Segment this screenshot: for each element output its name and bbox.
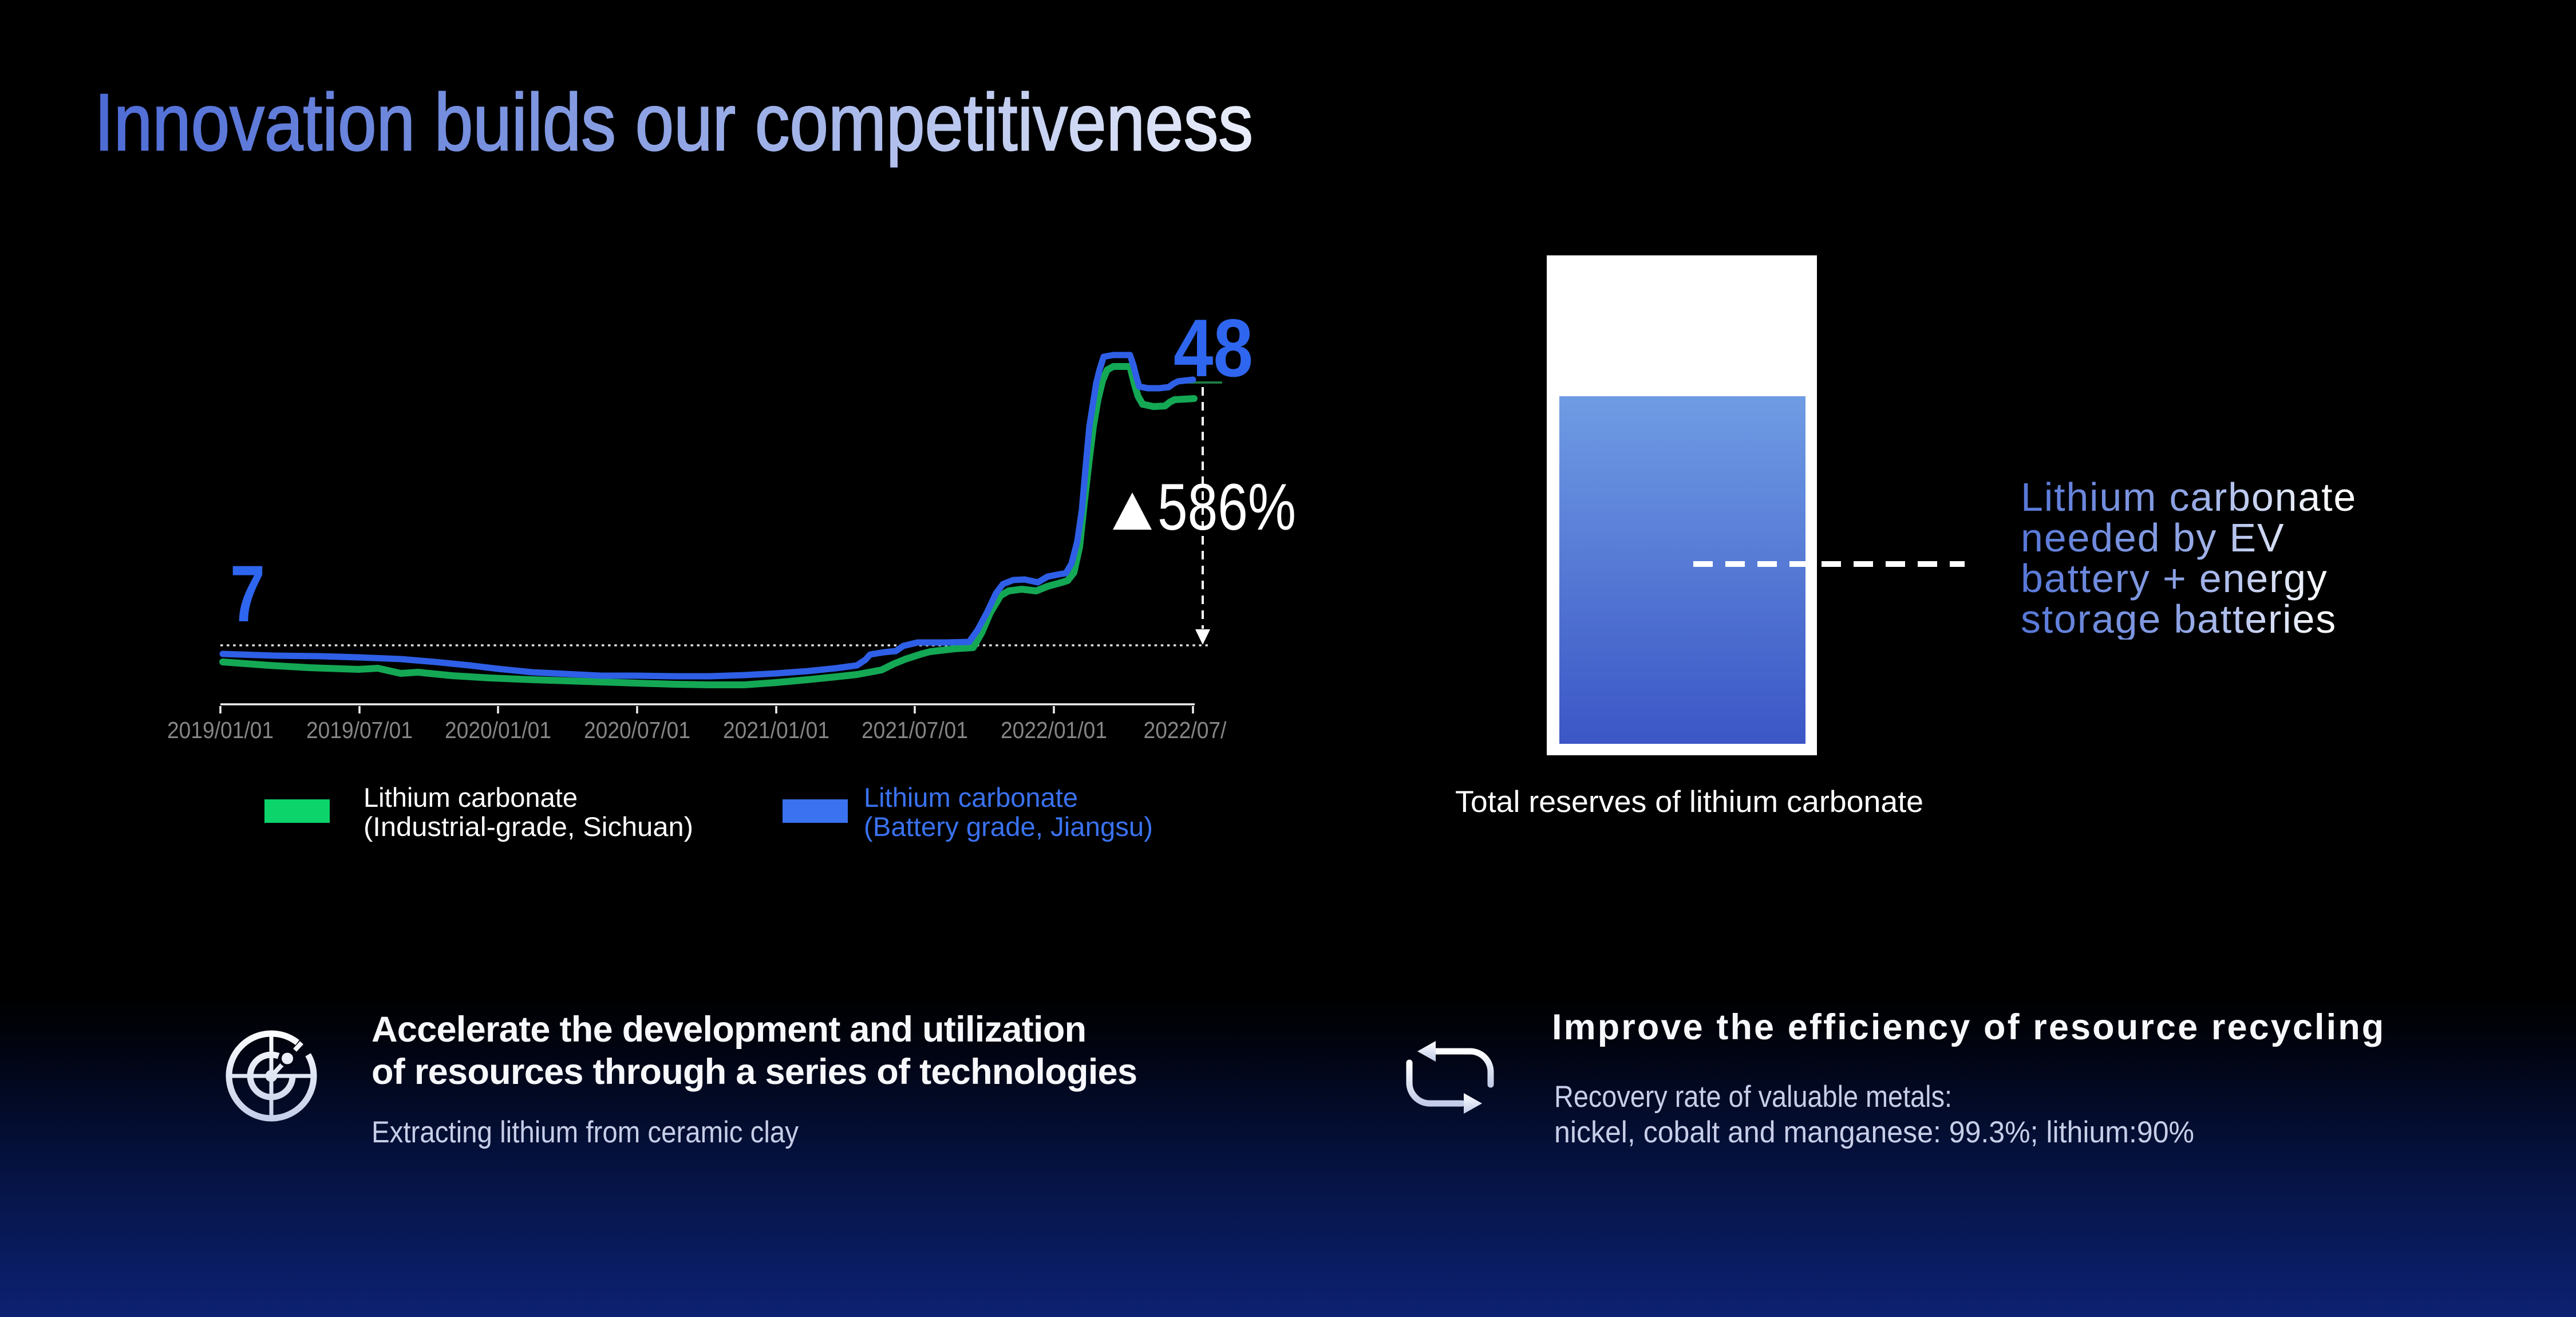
svg-text:(Industrial-grade, Sichuan): (Industrial-grade, Sichuan) [364, 811, 693, 842]
svg-text:Innovation builds our competit: Innovation builds our competitiveness [94, 77, 1253, 167]
svg-text:2022/01/01: 2022/01/01 [1001, 717, 1107, 743]
svg-text:Recovery rate of valuable meta: Recovery rate of valuable metals: [1554, 1080, 1952, 1114]
svg-text:2020/07/01: 2020/07/01 [584, 717, 690, 743]
svg-text:Total reserves of lithium carb: Total reserves of lithium carbonate [1455, 785, 1923, 819]
svg-text:nickel, cobalt and manganese:: nickel, cobalt and manganese: 99.3%; lit… [1554, 1115, 2194, 1149]
svg-text:2019/01/01: 2019/01/01 [167, 717, 274, 743]
svg-text:586%: 586% [1157, 471, 1296, 544]
svg-text:2022/07/: 2022/07/ [1144, 717, 1227, 743]
svg-text:2021/01/01: 2021/01/01 [723, 717, 829, 743]
svg-text:Extracting lithium from cerami: Extracting lithium from ceramic clay [372, 1115, 799, 1149]
svg-text:2019/07/01: 2019/07/01 [306, 717, 413, 743]
svg-text:Lithium carbonate: Lithium carbonate [864, 782, 1078, 813]
svg-text:2020/01/01: 2020/01/01 [445, 717, 551, 743]
svg-text:(Battery grade, Jiangsu): (Battery grade, Jiangsu) [864, 811, 1153, 842]
svg-text:7: 7 [230, 549, 265, 638]
svg-text:2021/07/01: 2021/07/01 [862, 717, 968, 743]
svg-text:48: 48 [1174, 303, 1253, 394]
svg-text:Lithium carbonate: Lithium carbonate [364, 782, 578, 813]
